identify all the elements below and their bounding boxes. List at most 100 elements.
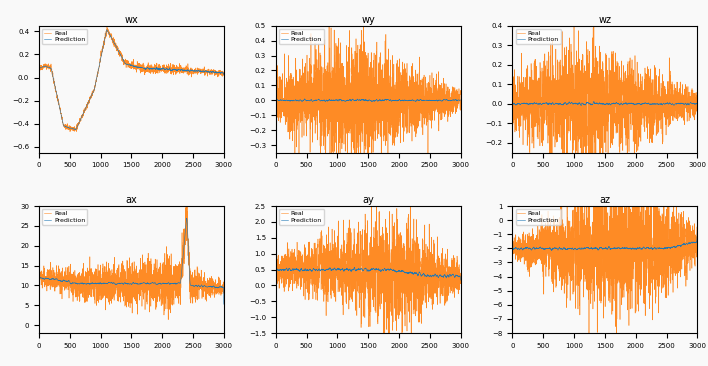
Real — [216, 70, 224, 75]
Real — [587, 280, 595, 285]
Real — [196, 280, 205, 284]
Title: wy: wy — [361, 15, 375, 25]
Real — [113, 286, 122, 290]
Prediction — [670, 103, 678, 107]
Prediction — [196, 69, 205, 73]
Prediction — [457, 278, 465, 282]
Real — [508, 100, 517, 104]
Real — [457, 277, 465, 281]
Line: Real: Real — [39, 195, 224, 320]
Line: Prediction: Prediction — [513, 232, 697, 250]
Real — [216, 288, 224, 293]
Real — [56, 292, 64, 296]
Title: wz: wz — [598, 15, 612, 25]
Prediction — [35, 71, 43, 75]
Real — [453, 103, 462, 108]
Real — [271, 104, 280, 108]
Real — [670, 236, 678, 240]
Prediction — [547, 248, 556, 253]
Legend: Real, Prediction: Real, Prediction — [42, 209, 87, 225]
Real — [292, 102, 301, 107]
Real — [540, 95, 549, 99]
Real — [67, 126, 75, 131]
Real — [592, 195, 600, 199]
Real — [457, 92, 465, 97]
Legend: Real, Prediction: Real, Prediction — [515, 29, 561, 44]
Prediction — [433, 273, 441, 277]
Real — [693, 225, 702, 229]
Prediction — [690, 240, 698, 244]
Real — [433, 99, 441, 103]
Prediction — [587, 102, 595, 107]
Line: Real: Real — [513, 152, 697, 363]
Real — [304, 87, 312, 91]
Prediction — [343, 267, 351, 271]
Prediction — [508, 102, 517, 107]
Real — [67, 289, 75, 294]
Title: ay: ay — [362, 195, 374, 205]
Real — [360, 16, 368, 21]
Real — [219, 74, 228, 78]
Prediction — [350, 266, 359, 270]
Prediction — [693, 229, 702, 234]
Real — [612, 361, 621, 366]
Prediction — [350, 265, 359, 269]
Prediction — [321, 100, 330, 104]
Prediction — [457, 98, 465, 102]
Real — [35, 69, 43, 73]
Prediction — [113, 281, 122, 286]
Real — [105, 276, 114, 281]
Real — [343, 287, 351, 291]
Real — [385, 342, 394, 346]
Prediction — [670, 103, 678, 108]
Prediction — [579, 247, 588, 251]
Real — [103, 24, 111, 29]
Prediction — [67, 126, 75, 130]
Real — [292, 265, 301, 269]
Real — [164, 317, 173, 322]
Real — [350, 86, 359, 90]
Real — [35, 295, 43, 299]
Prediction — [693, 102, 702, 107]
Prediction — [56, 108, 64, 112]
Prediction — [219, 302, 228, 306]
Real — [693, 105, 702, 109]
Line: Real: Real — [39, 26, 224, 132]
Real — [105, 35, 114, 39]
Real — [633, 150, 641, 154]
Prediction — [587, 246, 595, 250]
Prediction — [196, 284, 205, 289]
Real — [66, 130, 74, 134]
Real — [271, 279, 280, 284]
Real — [219, 284, 228, 289]
Real — [343, 126, 351, 130]
Legend: Real, Prediction: Real, Prediction — [515, 209, 561, 225]
Prediction — [105, 280, 114, 285]
Prediction — [452, 273, 461, 278]
Title: az: az — [600, 195, 610, 205]
Real — [453, 254, 462, 258]
Prediction — [690, 101, 698, 105]
Real — [355, 185, 363, 190]
Real — [196, 67, 205, 71]
Prediction — [114, 48, 122, 52]
Prediction — [350, 98, 359, 103]
Line: Prediction: Prediction — [275, 267, 461, 280]
Prediction — [105, 33, 114, 37]
Prediction — [530, 101, 538, 105]
Prediction — [530, 246, 538, 250]
Real — [540, 257, 549, 261]
Line: Prediction: Prediction — [39, 30, 224, 130]
Real — [508, 230, 517, 234]
Prediction — [292, 266, 301, 271]
Prediction — [343, 98, 351, 103]
Prediction — [35, 299, 43, 304]
Prediction — [56, 278, 64, 283]
Prediction — [590, 100, 598, 104]
Prediction — [304, 98, 312, 103]
Prediction — [271, 98, 280, 102]
Real — [183, 193, 191, 198]
Prediction — [453, 98, 462, 102]
Prediction — [670, 244, 678, 249]
Line: Real: Real — [513, 21, 697, 197]
